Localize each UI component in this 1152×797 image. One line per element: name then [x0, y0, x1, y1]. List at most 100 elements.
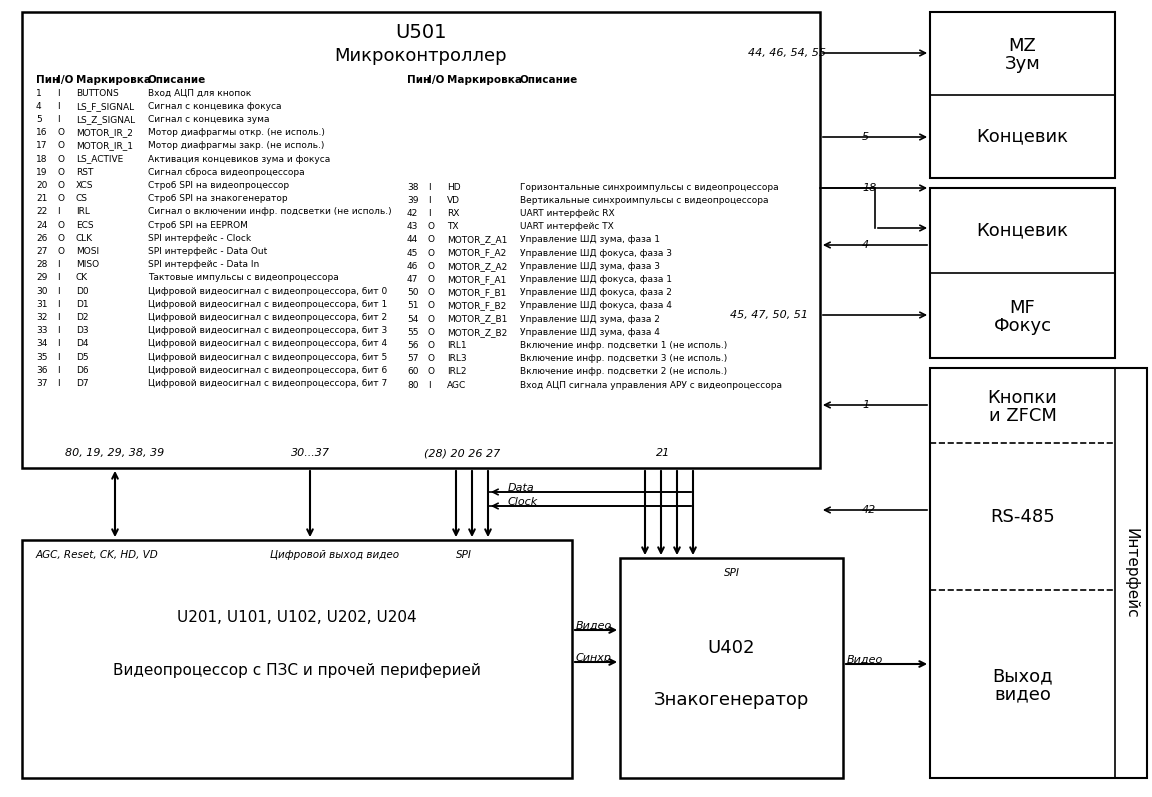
Text: ECS: ECS — [76, 221, 93, 230]
Text: 45, 47, 50, 51: 45, 47, 50, 51 — [730, 310, 808, 320]
Text: U501: U501 — [395, 22, 447, 41]
Text: Маркировка: Маркировка — [447, 75, 522, 85]
Text: D1: D1 — [76, 300, 89, 308]
Text: LS_F_SIGNAL: LS_F_SIGNAL — [76, 102, 134, 111]
Text: 46: 46 — [407, 261, 418, 271]
Text: Data: Data — [508, 483, 535, 493]
Text: Концевик: Концевик — [977, 128, 1069, 146]
Text: Микроконтроллер: Микроконтроллер — [335, 47, 507, 65]
Text: Видеопроцессор с ПЗС и прочей периферией: Видеопроцессор с ПЗС и прочей периферией — [113, 662, 480, 677]
Text: I: I — [56, 379, 60, 388]
Text: SPI: SPI — [723, 568, 740, 578]
Text: 24: 24 — [36, 221, 47, 230]
Text: O: O — [56, 181, 65, 190]
Text: O: O — [56, 167, 65, 177]
Text: 20: 20 — [36, 181, 47, 190]
Bar — [930, 188, 1115, 358]
Text: 1: 1 — [36, 88, 41, 97]
Text: I: I — [56, 102, 60, 111]
Text: O: O — [429, 222, 435, 231]
Text: Мотор диафрагмы откр. (не исполь.): Мотор диафрагмы откр. (не исполь.) — [147, 128, 325, 137]
Text: I: I — [56, 115, 60, 124]
Text: видео: видео — [994, 685, 1051, 703]
Text: O: O — [429, 367, 435, 376]
Text: MISO: MISO — [76, 260, 99, 269]
Text: MOTOR_F_B1: MOTOR_F_B1 — [447, 288, 507, 297]
Text: Управление ШД фокуса, фаза 1: Управление ШД фокуса, фаза 1 — [520, 275, 672, 284]
Text: Горизонтальные синхроимпульсы с видеопроцессора: Горизонтальные синхроимпульсы с видеопро… — [520, 183, 779, 191]
Text: D7: D7 — [76, 379, 89, 388]
Text: Управление ШД фокуса, фаза 2: Управление ШД фокуса, фаза 2 — [520, 288, 672, 297]
Text: 28: 28 — [36, 260, 47, 269]
Text: I: I — [429, 380, 431, 390]
Text: 57: 57 — [407, 354, 418, 363]
Text: O: O — [429, 301, 435, 310]
Text: Цифровой видеосигнал с видеопроцессора, бит 2: Цифровой видеосигнал с видеопроцессора, … — [147, 313, 387, 322]
Text: 60: 60 — [407, 367, 418, 376]
Text: O: O — [56, 141, 65, 151]
Text: 44, 46, 54, 55: 44, 46, 54, 55 — [748, 48, 826, 58]
Text: Видео: Видео — [847, 655, 884, 665]
Text: RX: RX — [447, 209, 460, 218]
Text: O: O — [429, 275, 435, 284]
Text: 80, 19, 29, 38, 39: 80, 19, 29, 38, 39 — [66, 448, 165, 458]
Text: SPI интерфейс - Clock: SPI интерфейс - Clock — [147, 234, 251, 243]
Text: 26: 26 — [36, 234, 47, 243]
Text: I: I — [56, 207, 60, 216]
Text: Управление ШД зума, фаза 3: Управление ШД зума, фаза 3 — [520, 261, 660, 271]
Text: MOTOR_F_A1: MOTOR_F_A1 — [447, 275, 507, 284]
Text: AGC: AGC — [447, 380, 467, 390]
Text: U201, U101, U102, U202, U204: U201, U101, U102, U202, U204 — [177, 611, 417, 626]
Text: O: O — [429, 354, 435, 363]
Text: I: I — [429, 196, 431, 205]
Text: Синхр.: Синхр. — [576, 653, 615, 663]
Text: Сигнал с концевика зума: Сигнал с концевика зума — [147, 115, 270, 124]
Text: Фокус: Фокус — [993, 316, 1052, 335]
Text: 50: 50 — [407, 288, 418, 297]
Text: UART интерфейс TX: UART интерфейс TX — [520, 222, 614, 231]
Text: 16: 16 — [36, 128, 47, 137]
Text: 18: 18 — [36, 155, 47, 163]
Text: 33: 33 — [36, 326, 47, 335]
Text: D0: D0 — [76, 286, 89, 296]
Text: O: O — [429, 328, 435, 336]
Text: MZ: MZ — [1009, 37, 1037, 54]
Text: 34: 34 — [36, 340, 47, 348]
Text: Пин: Пин — [36, 75, 59, 85]
Text: Строб SPI на видеопроцессор: Строб SPI на видеопроцессор — [147, 181, 289, 190]
Text: O: O — [56, 128, 65, 137]
Text: Маркировка: Маркировка — [76, 75, 151, 85]
Text: I: I — [429, 183, 431, 191]
Text: Цифровой видеосигнал с видеопроцессора, бит 4: Цифровой видеосигнал с видеопроцессора, … — [147, 340, 387, 348]
Text: Описание: Описание — [520, 75, 578, 85]
Text: 38: 38 — [407, 183, 418, 191]
Text: O: O — [56, 247, 65, 256]
Text: I: I — [56, 88, 60, 97]
Text: CLK: CLK — [76, 234, 93, 243]
Text: Цифровой видеосигнал с видеопроцессора, бит 3: Цифровой видеосигнал с видеопроцессора, … — [147, 326, 387, 335]
Text: 42: 42 — [862, 505, 877, 515]
Text: D5: D5 — [76, 352, 89, 362]
Text: 39: 39 — [407, 196, 418, 205]
Text: O: O — [429, 249, 435, 257]
Text: 5: 5 — [862, 132, 869, 142]
Text: Мотор диафрагмы закр. (не исполь.): Мотор диафрагмы закр. (не исполь.) — [147, 141, 325, 151]
Text: Интерфейс: Интерфейс — [1123, 528, 1138, 618]
Text: MOSI: MOSI — [76, 247, 99, 256]
Text: 37: 37 — [36, 379, 47, 388]
Text: I: I — [56, 273, 60, 282]
Text: 80: 80 — [407, 380, 418, 390]
Text: Управление ШД зума, фаза 1: Управление ШД зума, фаза 1 — [520, 235, 660, 245]
Text: Строб SPI на знакогенератор: Строб SPI на знакогенератор — [147, 194, 288, 203]
Text: Сигнал с концевика фокуса: Сигнал с концевика фокуса — [147, 102, 281, 111]
Text: IRL1: IRL1 — [447, 341, 467, 350]
Text: D2: D2 — [76, 313, 89, 322]
Bar — [22, 540, 573, 778]
Text: I: I — [56, 352, 60, 362]
Text: MOTOR_Z_B2: MOTOR_Z_B2 — [447, 328, 507, 336]
Text: Цифровой видеосигнал с видеопроцессора, бит 1: Цифровой видеосигнал с видеопроцессора, … — [147, 300, 387, 308]
Text: O: O — [429, 288, 435, 297]
Text: 17: 17 — [36, 141, 47, 151]
Text: Сигнал о включении инфр. подсветки (не исполь.): Сигнал о включении инфр. подсветки (не и… — [147, 207, 392, 216]
Text: O: O — [429, 235, 435, 245]
